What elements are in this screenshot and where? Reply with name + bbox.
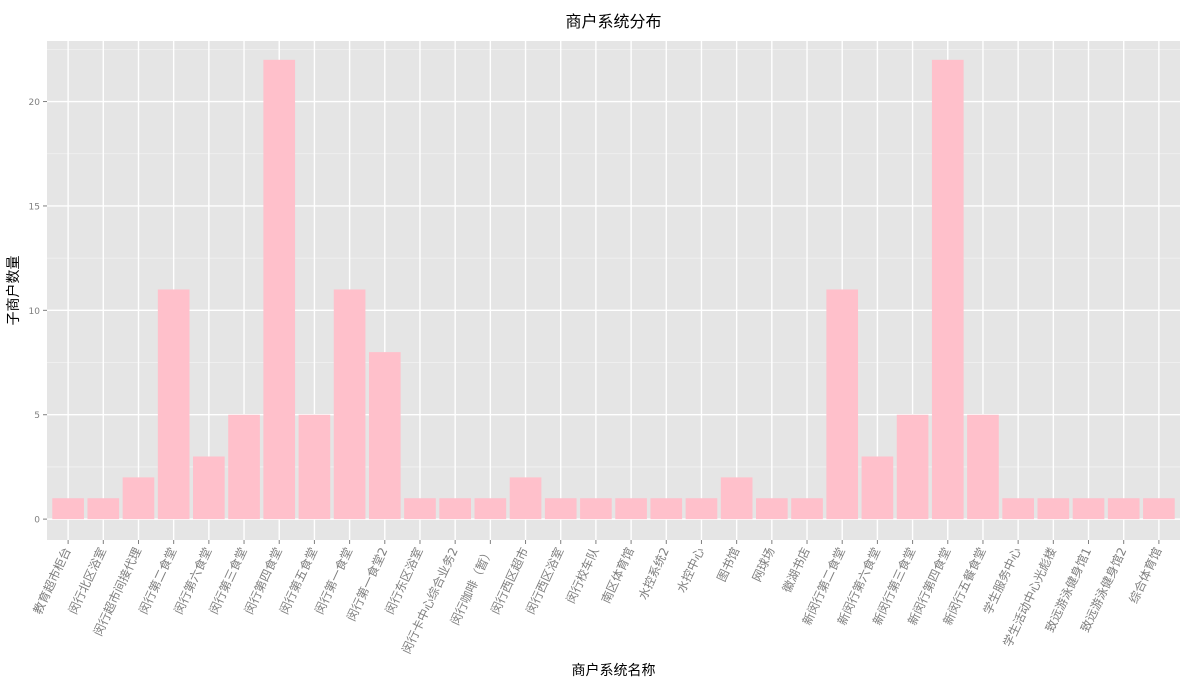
- x-axis-label: 商户系统名称: [572, 662, 656, 679]
- bar: [1107, 498, 1140, 520]
- x-tick-label: 网球场: [750, 545, 778, 584]
- bar: [1037, 498, 1070, 520]
- bar: [368, 352, 401, 520]
- bar: [896, 414, 929, 520]
- x-tick-label: 闵行校车队: [563, 545, 602, 606]
- bar: [826, 289, 859, 520]
- x-tick-label: 水控中心: [673, 545, 707, 595]
- bar: [52, 498, 84, 520]
- y-tick-label: 20: [29, 98, 41, 108]
- bar: [193, 456, 225, 520]
- bar: [333, 289, 366, 520]
- bar: [650, 498, 683, 520]
- bar: [509, 477, 542, 520]
- bar: [756, 498, 788, 520]
- y-axis-ticks: 0 5 10 15 20: [29, 98, 47, 526]
- y-tick-label: 10: [29, 307, 41, 317]
- x-tick-label: 南区体育馆: [598, 545, 637, 606]
- bar: [967, 414, 999, 520]
- bars: [52, 59, 1175, 520]
- x-tick-label: 图书馆: [714, 545, 743, 584]
- bar: [544, 498, 577, 520]
- chart-title: 商户系统分布: [565, 12, 661, 31]
- bar: [439, 498, 471, 520]
- bar: [931, 59, 964, 520]
- bar: [87, 498, 120, 520]
- bar: [1002, 498, 1034, 520]
- y-tick-label: 5: [34, 411, 40, 421]
- x-tick-label: 综合体育馆: [1126, 545, 1165, 606]
- bar: [157, 289, 190, 520]
- y-tick-label: 0: [34, 516, 40, 526]
- bar: [263, 59, 296, 520]
- bar: [122, 477, 155, 520]
- bar: [1143, 498, 1175, 520]
- x-tick-label: 徽湖书店: [779, 545, 813, 595]
- bar: [615, 498, 647, 520]
- bar: [685, 498, 718, 520]
- bar: [1072, 498, 1105, 520]
- y-tick-label: 15: [29, 202, 40, 212]
- bar: [861, 456, 894, 520]
- x-tick-label: 水控系统2: [636, 545, 672, 601]
- bar: [720, 477, 753, 520]
- bar: [228, 414, 260, 520]
- bar: [474, 498, 507, 520]
- bar: [580, 498, 612, 520]
- bar: [404, 498, 436, 520]
- y-axis-label: 子商户数量: [5, 256, 22, 326]
- bar: [298, 414, 331, 520]
- bar: [791, 498, 823, 520]
- x-axis-ticks: 教育超市柜台闵行北区浴室闵行超市间接代理闵行第二食堂闵行第六食堂闵行第三食堂闵行…: [30, 540, 1165, 656]
